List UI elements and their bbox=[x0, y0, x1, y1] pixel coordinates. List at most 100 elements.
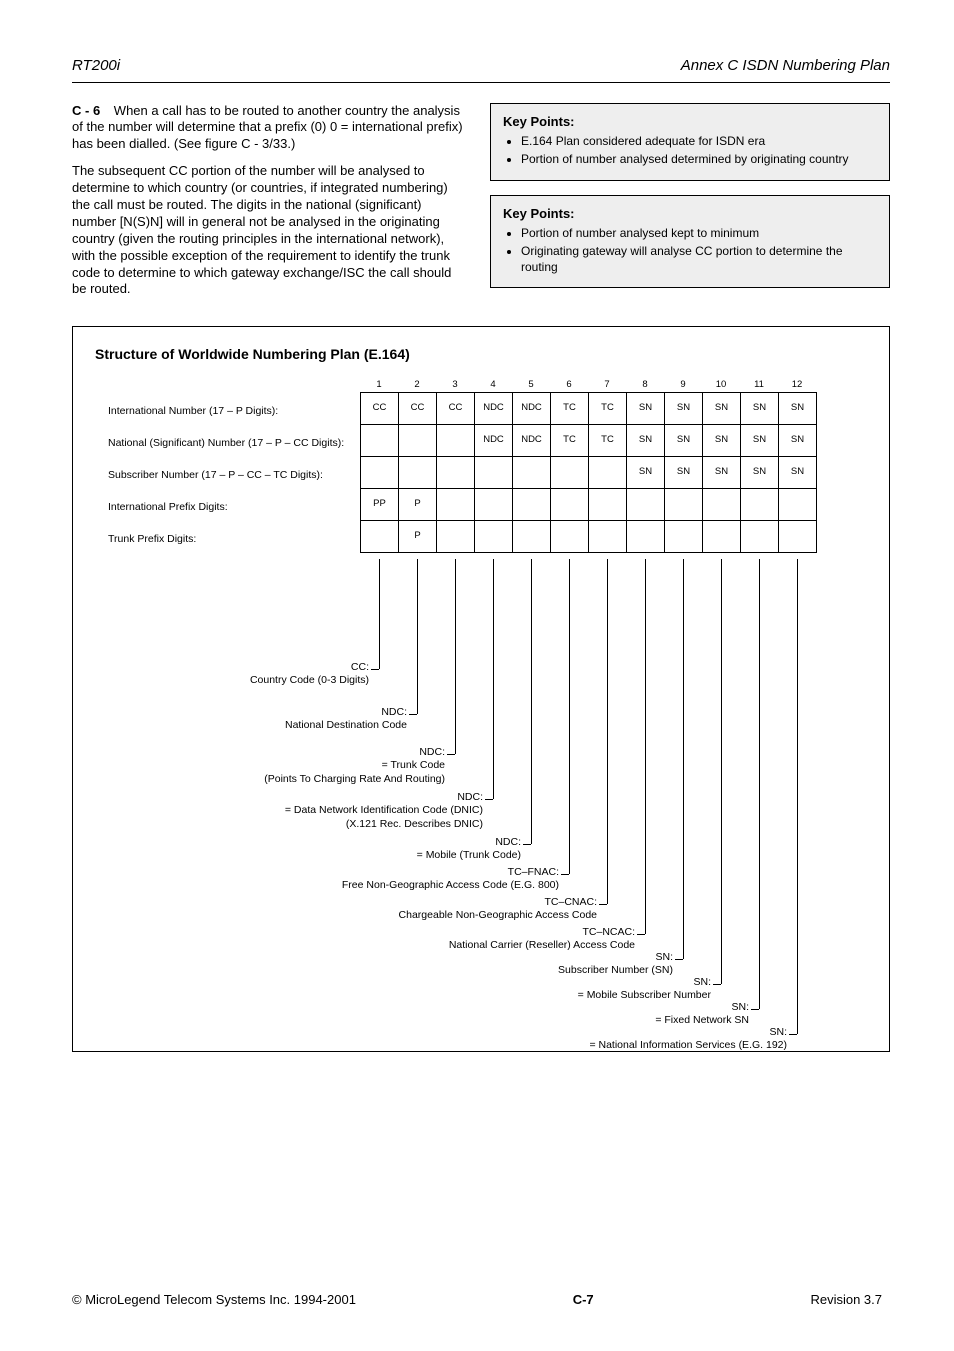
col-header: 3 bbox=[436, 379, 474, 391]
callout-label: NDC: = Data Network Identification Code … bbox=[233, 791, 483, 832]
grid-cell bbox=[361, 456, 399, 488]
row-label: International Prefix Digits: bbox=[108, 491, 344, 523]
row-label: National (Significant) Number (17 – P – … bbox=[108, 427, 344, 459]
grid-cell: SN bbox=[741, 424, 779, 456]
list-item: Originating gateway will analyse CC port… bbox=[521, 244, 877, 275]
grid-cell: CC bbox=[399, 392, 437, 424]
grid-cell bbox=[437, 488, 475, 520]
grid-cell: PP bbox=[361, 488, 399, 520]
grid-cell: SN bbox=[779, 424, 817, 456]
callout-label: NDC: = Mobile (Trunk Code) bbox=[271, 836, 521, 863]
grid-cell: SN bbox=[627, 424, 665, 456]
grid-cell: TC bbox=[551, 392, 589, 424]
grid-cell bbox=[589, 488, 627, 520]
header-product: RT200i bbox=[72, 56, 120, 76]
grid-cell bbox=[361, 520, 399, 552]
callout-label: NDC: = Trunk Code (Points To Charging Ra… bbox=[195, 746, 445, 787]
keypoints-2-title: Key Points: bbox=[503, 206, 877, 223]
grid-cell bbox=[475, 456, 513, 488]
grid-cell bbox=[513, 488, 551, 520]
row-label: Trunk Prefix Digits: bbox=[108, 523, 344, 555]
grid-cell bbox=[703, 520, 741, 552]
column-headers: 1 2 3 4 5 6 7 8 9 10 11 12 bbox=[360, 379, 867, 391]
callout-label: TC–FNAC: Free Non-Geographic Access Code… bbox=[309, 866, 559, 893]
grid-cell: SN bbox=[741, 456, 779, 488]
list-item: Portion of number analysed kept to minim… bbox=[521, 226, 877, 242]
grid-cell: SN bbox=[665, 392, 703, 424]
keypoints-box-2: Key Points: Portion of number analysed k… bbox=[490, 195, 890, 289]
row-label: International Number (17 – P Digits): bbox=[108, 395, 344, 427]
numbering-plan-panel: Structure of Worldwide Numbering Plan (E… bbox=[72, 326, 890, 1052]
grid-cell: CC bbox=[437, 392, 475, 424]
grid-cell: SN bbox=[779, 392, 817, 424]
grid-cell bbox=[665, 520, 703, 552]
grid-cell bbox=[361, 424, 399, 456]
col-header: 7 bbox=[588, 379, 626, 391]
grid-cell bbox=[475, 520, 513, 552]
grid-cell: NDC bbox=[513, 392, 551, 424]
callout-label: TC–CNAC: Chargeable Non-Geographic Acces… bbox=[347, 896, 597, 923]
grid-cell bbox=[703, 488, 741, 520]
grid-cell: TC bbox=[589, 392, 627, 424]
grid-cell bbox=[513, 456, 551, 488]
panel-title: Structure of Worldwide Numbering Plan (E… bbox=[95, 345, 867, 363]
grid-cell bbox=[475, 488, 513, 520]
grid-cell bbox=[741, 488, 779, 520]
grid-cell: P bbox=[399, 488, 437, 520]
grid-cell: CC bbox=[361, 392, 399, 424]
grid-cell: NDC bbox=[513, 424, 551, 456]
grid-cell bbox=[513, 520, 551, 552]
grid-cell: SN bbox=[703, 456, 741, 488]
grid-cell bbox=[665, 488, 703, 520]
grid-cell: NDC bbox=[475, 392, 513, 424]
para-1: C - 6 When a call has to be routed to an… bbox=[72, 103, 466, 154]
col-header: 5 bbox=[512, 379, 550, 391]
grid-cell bbox=[779, 488, 817, 520]
grid-cell bbox=[627, 488, 665, 520]
body-text-column: C - 6 When a call has to be routed to an… bbox=[72, 103, 466, 309]
grid-cell: SN bbox=[627, 392, 665, 424]
grid-cell bbox=[551, 456, 589, 488]
callout-label: SN: = Mobile Subscriber Number bbox=[461, 976, 711, 1003]
keypoints-2-list: Portion of number analysed kept to minim… bbox=[521, 226, 877, 275]
grid-cell: SN bbox=[665, 424, 703, 456]
grid-cell: SN bbox=[703, 424, 741, 456]
col-header: 12 bbox=[778, 379, 816, 391]
grid-cell: P bbox=[399, 520, 437, 552]
callout-label: SN: = National Information Services (E.G… bbox=[537, 1026, 787, 1053]
callout-label: NDC: National Destination Code bbox=[157, 706, 407, 733]
col-header: 10 bbox=[702, 379, 740, 391]
grid-cell: SN bbox=[741, 392, 779, 424]
numbering-grid: CCCCCCNDCNDCTCTCSNSNSNSNSNNDCNDCTCTCSNSN… bbox=[360, 392, 817, 553]
keypoints-1-list: E.164 Plan considered adequate for ISDN … bbox=[521, 134, 877, 167]
header-annex: Annex C ISDN Numbering Plan bbox=[681, 56, 890, 76]
revision: Revision 3.7 bbox=[810, 1292, 882, 1309]
keypoints-1-title: Key Points: bbox=[503, 114, 877, 131]
col-header: 11 bbox=[740, 379, 778, 391]
col-header: 1 bbox=[360, 379, 398, 391]
grid-cell bbox=[551, 520, 589, 552]
para-1-text: When a call has to be routed to another … bbox=[72, 103, 463, 152]
grid-cell: SN bbox=[665, 456, 703, 488]
grid-cell bbox=[589, 520, 627, 552]
grid-cell bbox=[551, 488, 589, 520]
callout-label: CC: Country Code (0-3 Digits) bbox=[119, 661, 369, 688]
grid-cell bbox=[399, 424, 437, 456]
grid-cell bbox=[627, 520, 665, 552]
row-labels: International Number (17 – P Digits): Na… bbox=[108, 395, 344, 555]
copyright: © MicroLegend Telecom Systems Inc. 1994-… bbox=[72, 1292, 356, 1309]
grid-cell: TC bbox=[589, 424, 627, 456]
keypoints-box-1: Key Points: E.164 Plan considered adequa… bbox=[490, 103, 890, 181]
callout-block: CC: Country Code (0-3 Digits)NDC: Nation… bbox=[360, 559, 867, 1029]
callout-label: TC–NCAC: National Carrier (Reseller) Acc… bbox=[385, 926, 635, 953]
grid-cell: SN bbox=[779, 456, 817, 488]
col-header: 2 bbox=[398, 379, 436, 391]
col-header: 8 bbox=[626, 379, 664, 391]
list-item: Portion of number analysed determined by… bbox=[521, 152, 877, 168]
callout-label: SN: = Fixed Network SN bbox=[499, 1001, 749, 1028]
grid-cell bbox=[741, 520, 779, 552]
grid-cell: SN bbox=[703, 392, 741, 424]
para-2: The subsequent CC portion of the number … bbox=[72, 163, 466, 298]
para-label: C - 6 bbox=[72, 103, 100, 120]
col-header: 4 bbox=[474, 379, 512, 391]
